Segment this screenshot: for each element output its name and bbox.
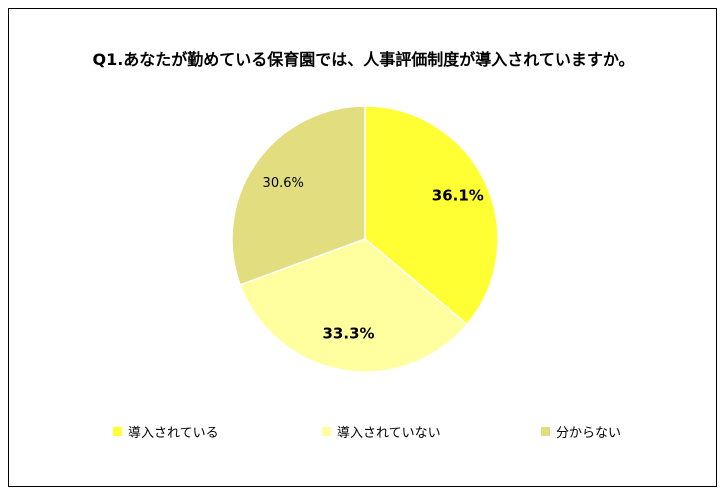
pie-label-not-introduced: 33.3% [323,324,375,342]
chart-title: Q1.あなたが勤めている保育園では、人事評価制度が導入されていますか。 [92,50,635,69]
pie-slice-unknown [231,105,366,286]
legend-label-introduced: 導入されている [128,425,219,441]
legend-item-introduced: 導入されている [113,423,219,441]
legend-item-unknown: 分からない [541,423,622,441]
pie-slice-not-introduced [239,238,469,373]
legend-item-not-introduced: 導入されていない [322,423,441,441]
pie-label-introduced: 36.1% [432,187,484,205]
pie-label-unknown: 30.6% [263,176,304,191]
legend-label-not-introduced: 導入されていない [337,425,441,441]
legend-label-unknown: 分からない [556,425,622,441]
legend-swatch-introduced [113,426,122,436]
legend-swatch-not-introduced [322,426,331,436]
pie-slice-introduced [364,105,499,326]
legend-swatch-unknown [541,426,550,436]
